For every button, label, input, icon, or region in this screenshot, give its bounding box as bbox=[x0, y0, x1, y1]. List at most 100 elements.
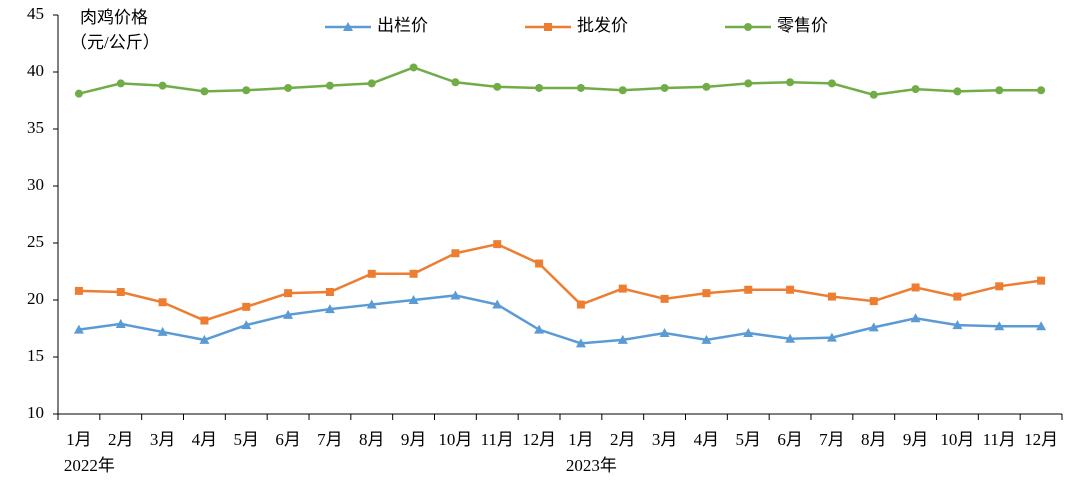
marker bbox=[535, 83, 544, 92]
y-tick-label: 15 bbox=[27, 346, 44, 365]
marker bbox=[116, 288, 125, 297]
marker bbox=[953, 87, 962, 96]
marker bbox=[493, 82, 502, 91]
marker bbox=[701, 334, 712, 344]
marker bbox=[535, 259, 544, 268]
line bbox=[78, 294, 1042, 345]
marker bbox=[660, 294, 669, 303]
x-tick-label: 12月 bbox=[522, 430, 556, 449]
marker bbox=[242, 86, 251, 95]
marker bbox=[576, 83, 585, 92]
x-tick-label: 9月 bbox=[401, 430, 427, 449]
marker bbox=[284, 289, 293, 298]
x-tick-label: 10月 bbox=[940, 430, 974, 449]
marker bbox=[827, 292, 836, 301]
marker bbox=[910, 313, 921, 323]
marker bbox=[157, 326, 168, 336]
legend-label: 批发价 bbox=[577, 16, 628, 35]
marker bbox=[575, 338, 586, 348]
marker bbox=[911, 85, 920, 94]
marker bbox=[1037, 86, 1046, 95]
y-tick-label: 25 bbox=[27, 232, 44, 251]
x-tick-label: 6月 bbox=[275, 430, 301, 449]
x-tick-label: 5月 bbox=[234, 430, 260, 449]
x-tick-label: 2月 bbox=[108, 430, 134, 449]
x-group-label: 2023年 bbox=[566, 456, 617, 475]
y-tick-label: 40 bbox=[27, 61, 44, 80]
y-tick-label: 10 bbox=[27, 403, 44, 422]
y-tick-label: 35 bbox=[27, 118, 44, 137]
marker bbox=[409, 269, 418, 278]
marker bbox=[786, 78, 795, 87]
x-tick-label: 5月 bbox=[736, 430, 762, 449]
marker bbox=[409, 63, 418, 72]
marker bbox=[785, 333, 796, 343]
marker bbox=[73, 324, 84, 334]
marker bbox=[869, 297, 878, 306]
marker bbox=[743, 328, 754, 338]
marker bbox=[325, 288, 334, 297]
marker bbox=[408, 295, 419, 304]
y-tick-label: 45 bbox=[27, 4, 44, 23]
y-axis-title: （元/公斤） bbox=[70, 33, 160, 52]
marker bbox=[618, 86, 627, 95]
marker bbox=[1036, 321, 1047, 331]
marker bbox=[367, 269, 376, 278]
marker bbox=[911, 283, 920, 292]
marker bbox=[744, 285, 753, 294]
line bbox=[78, 66, 1042, 97]
marker bbox=[952, 320, 963, 330]
marker bbox=[702, 82, 711, 91]
marker bbox=[366, 299, 377, 309]
marker bbox=[659, 328, 670, 338]
marker bbox=[451, 249, 460, 258]
marker bbox=[158, 298, 167, 307]
x-tick-label: 12月 bbox=[1024, 430, 1058, 449]
y-tick-label: 20 bbox=[27, 289, 44, 308]
x-tick-label: 11月 bbox=[983, 430, 1016, 449]
x-tick-label: 9月 bbox=[903, 430, 929, 449]
marker bbox=[868, 322, 879, 332]
marker bbox=[115, 318, 126, 328]
marker bbox=[995, 86, 1004, 95]
marker bbox=[618, 284, 627, 293]
x-tick-label: 4月 bbox=[192, 430, 218, 449]
marker bbox=[660, 83, 669, 92]
marker bbox=[827, 79, 836, 88]
marker bbox=[544, 23, 552, 31]
y-axis-title: 肉鸡价格 bbox=[80, 8, 148, 27]
marker bbox=[343, 22, 353, 31]
x-tick-label: 1月 bbox=[568, 430, 594, 449]
x-tick-label: 8月 bbox=[359, 430, 385, 449]
marker bbox=[74, 89, 83, 98]
marker bbox=[492, 299, 503, 309]
x-tick-label: 4月 bbox=[694, 430, 720, 449]
marker bbox=[576, 300, 585, 309]
marker bbox=[324, 304, 335, 314]
x-tick-label: 1月 bbox=[66, 430, 92, 449]
x-tick-label: 8月 bbox=[861, 430, 887, 449]
marker bbox=[1037, 276, 1046, 285]
x-tick-label: 10月 bbox=[438, 430, 472, 449]
marker bbox=[116, 79, 125, 88]
x-tick-label: 7月 bbox=[317, 430, 343, 449]
marker bbox=[325, 81, 334, 90]
marker bbox=[200, 316, 209, 325]
marker bbox=[284, 83, 293, 92]
marker bbox=[283, 309, 294, 319]
y-tick-label: 30 bbox=[27, 175, 44, 194]
marker bbox=[826, 332, 837, 342]
marker bbox=[994, 321, 1005, 331]
marker bbox=[786, 285, 795, 294]
marker bbox=[242, 302, 251, 311]
marker bbox=[451, 78, 460, 87]
marker bbox=[953, 292, 962, 301]
marker bbox=[367, 79, 376, 88]
marker bbox=[74, 286, 83, 295]
marker bbox=[744, 23, 752, 31]
marker bbox=[702, 289, 711, 298]
x-tick-label: 2月 bbox=[610, 430, 636, 449]
marker bbox=[493, 240, 502, 249]
